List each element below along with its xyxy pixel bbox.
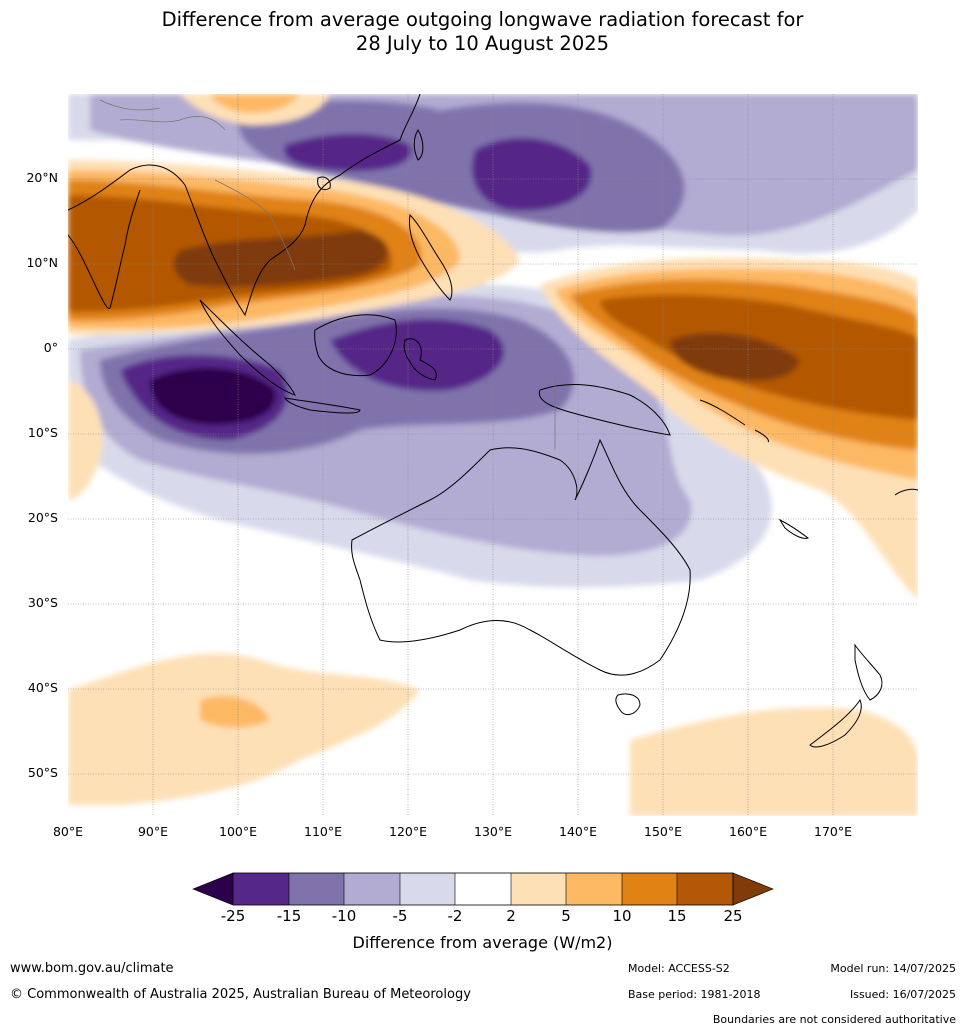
footer-disclaimer: Boundaries are not considered authoritat… [712, 1013, 956, 1026]
map-title: Difference from average outgoing longwav… [0, 8, 965, 56]
india-coastline [68, 189, 141, 309]
footer-issued: Issued: 16/07/2025 [849, 988, 956, 1001]
colorbar [192, 872, 774, 906]
footer-copyright: © Commonwealth of Australia 2025, Austra… [10, 987, 471, 1002]
lat-tick-20n: 20°N [26, 170, 58, 185]
taiwan-coastline [413, 129, 424, 161]
colorbar-label-15: 15 [667, 907, 687, 925]
borneo-coastline [314, 314, 397, 377]
colorbar-label-neg10: -10 [331, 907, 357, 925]
australia-coastline [351, 438, 691, 676]
colorbar-title: Difference from average (W/m2) [352, 933, 613, 952]
new-guinea-coastline [538, 384, 671, 436]
colorbar-label-10: 10 [612, 907, 632, 925]
tasmania-coastline [615, 693, 641, 716]
colorbar-label-neg25: -25 [220, 907, 246, 925]
lon-tick-160e: 160°E [728, 824, 768, 839]
colorbar-label-5: 5 [561, 907, 571, 925]
lat-tick-30s: 30°S [27, 595, 58, 610]
negative-anomaly-extreme [150, 367, 276, 425]
colorbar-bin-6 [511, 873, 566, 905]
colorbar-bin-9 [677, 873, 733, 905]
lat-tick-10n: 10°N [26, 255, 58, 270]
positive-anomaly-extreme-asia [173, 230, 389, 287]
negative-anomaly-very-strong-3 [284, 133, 412, 172]
title-line-1: Difference from average outgoing longwav… [161, 8, 804, 31]
title-line-2: 28 July to 10 August 2025 [355, 32, 610, 55]
sulawesi-coastline [403, 338, 437, 381]
new-zealand-north [854, 643, 883, 701]
sumatra-coastline [199, 299, 296, 396]
hainan-coastline [317, 176, 331, 191]
footer-model: Model: ACCESS-S2 [628, 962, 730, 975]
lon-tick-80e: 80°E [52, 824, 84, 839]
philippines-coastline [409, 213, 453, 301]
positive-anomaly-light-south [68, 653, 420, 805]
new-caledonia [778, 518, 810, 539]
lon-tick-130e: 130°E [473, 824, 513, 839]
colorbar-label-neg15: -15 [276, 907, 302, 925]
colorbar-bin-8 [622, 873, 677, 905]
fiji [894, 488, 918, 496]
lat-tick-40s: 40°S [27, 680, 58, 695]
lat-tick-10s: 10°S [27, 425, 58, 440]
colorbar-label-25: 25 [723, 907, 743, 925]
colorbar-label-2: 2 [506, 907, 516, 925]
lon-tick-90e: 90°E [137, 824, 169, 839]
colorbar-extend-min [192, 872, 234, 906]
colorbar-bin-5 [455, 873, 511, 905]
colorbar-label-neg2: -2 [447, 907, 463, 925]
positive-anomaly-extreme-pacific [670, 332, 800, 381]
java-coastline [284, 397, 361, 414]
colorbar-bin-1 [233, 873, 289, 905]
footer-website: www.bom.gov.au/climate [10, 961, 174, 976]
footer-base-period: Base period: 1981-2018 [628, 988, 761, 1001]
colorbar-bin-4 [400, 873, 455, 905]
colorbar-label-neg5: -5 [392, 907, 408, 925]
lat-tick-0: 0° [43, 340, 58, 355]
lon-tick-170e: 170°E [813, 824, 853, 839]
lon-tick-110e: 110°E [303, 824, 343, 839]
lat-tick-20s: 20°S [27, 510, 58, 525]
map-area [68, 94, 918, 816]
lon-tick-140e: 140°E [558, 824, 598, 839]
colorbar-outline [232, 872, 734, 906]
footer-model-run: Model run: 14/07/2025 [830, 962, 956, 975]
country-borders [99, 99, 556, 450]
colorbar-bin-3 [344, 873, 400, 905]
lon-tick-100e: 100°E [218, 824, 258, 839]
colorbar-bin-7 [566, 873, 622, 905]
colorbar-extend-max [732, 872, 774, 906]
positive-anomaly-light-west [68, 380, 103, 500]
graticule [68, 94, 918, 816]
lon-tick-150e: 150°E [643, 824, 683, 839]
positive-anomaly-mid-nw [210, 94, 300, 113]
colorbar-bin-2 [289, 873, 344, 905]
coastlines [68, 94, 918, 748]
new-zealand-south [809, 698, 862, 748]
solomon-islands [699, 399, 769, 443]
lat-tick-50s: 50°S [27, 765, 58, 780]
anomaly-field [68, 94, 918, 816]
mainland-asia-coastline [68, 94, 421, 317]
positive-anomaly-mid-south [200, 696, 270, 728]
lon-tick-120e: 120°E [388, 824, 428, 839]
negative-anomaly-very-strong-4 [471, 138, 592, 211]
